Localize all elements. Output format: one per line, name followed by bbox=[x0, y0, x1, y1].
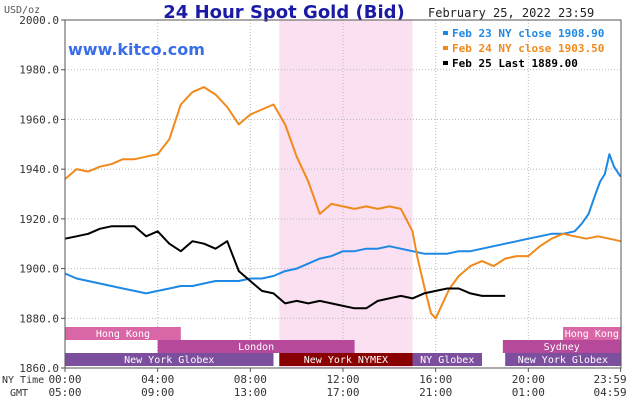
x-tick-label-ny: 16:00 bbox=[419, 373, 452, 386]
gmt-row-label: GMT bbox=[10, 388, 28, 399]
x-tick-label-gmt: 04:59 bbox=[593, 386, 626, 399]
x-tick-label-gmt: 13:00 bbox=[234, 386, 267, 399]
y-tick-label: 1940.0 bbox=[19, 163, 59, 176]
session-label: New York NYMEX bbox=[304, 355, 388, 366]
y-tick-label: 1960.0 bbox=[19, 113, 59, 126]
y-tick-label: 1860.0 bbox=[19, 362, 59, 375]
chart-title: 24 Hour Spot Gold (Bid) bbox=[163, 2, 404, 23]
nymex-highlight-band bbox=[279, 20, 413, 368]
legend-swatch bbox=[443, 46, 448, 50]
session-label: New York Globex bbox=[124, 355, 214, 366]
x-tick-label-gmt: 01:00 bbox=[512, 386, 545, 399]
session-bar bbox=[65, 327, 181, 340]
x-tick-label-ny: 08:00 bbox=[234, 373, 267, 386]
y-tick-label: 1980.0 bbox=[19, 64, 59, 77]
y-tick-label: 1920.0 bbox=[19, 213, 59, 226]
legend-entry: Feb 23 NY close 1908.90 bbox=[452, 27, 604, 40]
x-tick-label-gmt: 21:00 bbox=[419, 386, 452, 399]
session-bar bbox=[563, 327, 621, 340]
session-label: Sydney bbox=[544, 342, 580, 353]
grid-lines bbox=[65, 20, 621, 368]
session-bar bbox=[412, 353, 482, 366]
x-tick-label-ny: 12:00 bbox=[326, 373, 359, 386]
legend-entry: Feb 25 Last 1889.00 bbox=[452, 57, 578, 70]
y-tick-label: 1880.0 bbox=[19, 312, 59, 325]
y-tick-label: 1900.0 bbox=[19, 263, 59, 276]
market-session-bars: Hong Kong Hong Kong London Sydney New York G… bbox=[65, 327, 621, 366]
session-label: NY Globex bbox=[420, 355, 474, 366]
legend-entry: Feb 24 NY close 1903.50 bbox=[452, 42, 604, 55]
y-tick-label: 2000.0 bbox=[19, 14, 59, 27]
y-axis-ticks: 2000.0 1980.0 1960.0 1940.0 1920.0 1900.0 1880… bbox=[19, 14, 65, 375]
legend-swatch bbox=[443, 61, 448, 65]
price-series bbox=[64, 86, 622, 320]
x-tick-label-gmt: 09:00 bbox=[141, 386, 174, 399]
session-label: Hong Kong bbox=[565, 329, 619, 340]
kitco-watermark: www.kitco.com bbox=[68, 40, 205, 59]
x-tick-label-ny: 23:59 bbox=[593, 373, 626, 386]
session-label: London bbox=[238, 342, 274, 353]
series-line bbox=[64, 86, 621, 320]
session-bar bbox=[502, 340, 621, 353]
legend-swatch bbox=[443, 31, 448, 35]
legend: Feb 23 NY close 1908.90 Feb 24 NY close 1… bbox=[443, 27, 604, 70]
session-bar bbox=[65, 353, 274, 366]
session-label: New York Globex bbox=[518, 355, 608, 366]
y-unit-label: USD/oz bbox=[4, 5, 40, 16]
session-bar bbox=[279, 353, 413, 366]
x-tick-label-ny: 04:00 bbox=[141, 373, 174, 386]
x-tick-label-ny: 20:00 bbox=[512, 373, 545, 386]
chart-date: February 25, 2022 23:59 bbox=[428, 6, 594, 20]
nymex-session-highlight bbox=[279, 20, 413, 368]
x-tick-label-gmt: 05:00 bbox=[48, 386, 81, 399]
x-tick-label-ny: 00:00 bbox=[48, 373, 81, 386]
session-bar bbox=[505, 353, 621, 366]
ny-time-row-label: NY Time bbox=[2, 375, 44, 386]
series-line bbox=[64, 153, 622, 295]
session-label: Hong Kong bbox=[96, 329, 150, 340]
session-bar bbox=[157, 340, 355, 353]
series-line bbox=[64, 225, 506, 310]
x-tick-label-gmt: 17:00 bbox=[326, 386, 359, 399]
